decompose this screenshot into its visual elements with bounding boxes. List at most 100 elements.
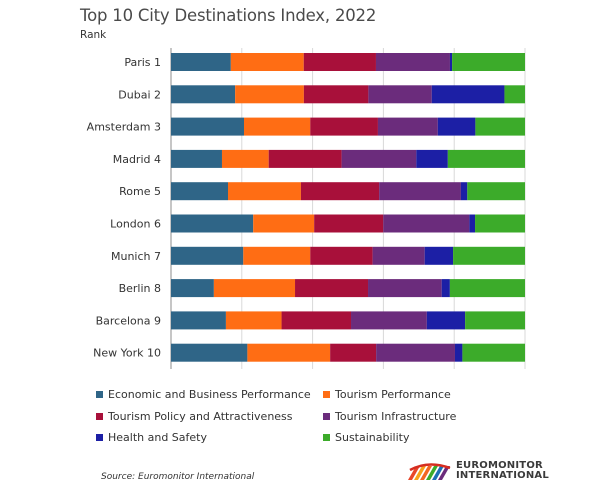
bar-segment xyxy=(368,85,432,104)
bar-group xyxy=(171,53,525,71)
bar-segment xyxy=(426,311,466,330)
y-tick-label: Paris 1 xyxy=(124,56,161,69)
bar-segment xyxy=(300,182,380,201)
bar-segment xyxy=(171,85,236,104)
y-tick-label: New York 10 xyxy=(93,347,161,360)
source-note: Source: Euromonitor International xyxy=(101,472,255,482)
bar-segment xyxy=(437,117,476,136)
legend-item: Sustainability xyxy=(323,431,409,444)
legend-item: Tourism Performance xyxy=(323,388,451,401)
bar-segment xyxy=(171,117,244,136)
logo-line-1: EUROMONITOR xyxy=(456,460,543,471)
bar-segment xyxy=(171,311,226,330)
y-tick-label: Munich 7 xyxy=(111,250,161,263)
bar-group xyxy=(171,311,525,330)
bar-segment xyxy=(243,117,311,136)
bar-segment xyxy=(383,214,470,233)
bar-segment xyxy=(225,311,282,330)
legend-item: Health and Safety xyxy=(96,431,207,444)
legend-label: Tourism Infrastructure xyxy=(335,409,457,423)
bar-segment xyxy=(230,53,304,71)
bar-group xyxy=(171,246,525,265)
legend-swatch xyxy=(96,434,103,441)
y-tick-label: London 6 xyxy=(110,218,161,231)
legend-label: Tourism Policy and Attractiveness xyxy=(108,409,293,423)
bar-segment xyxy=(462,343,525,362)
bar-segment xyxy=(281,311,352,330)
bar-group xyxy=(171,182,525,201)
bar-segment xyxy=(341,149,417,168)
bar-segment xyxy=(504,85,525,104)
legend-item: Tourism Policy and Attractiveness xyxy=(96,410,293,423)
y-tick-label: Madrid 4 xyxy=(113,153,161,166)
logo-line-2: INTERNATIONAL xyxy=(456,470,549,481)
bar-segment xyxy=(310,246,373,265)
bar-segment xyxy=(447,149,525,168)
bar-segment xyxy=(449,279,525,298)
bar-segment xyxy=(441,279,450,298)
y-axis-labels: Paris 1 Dubai 2 Amsterdam 3 Madrid 4 Rome 5 L… xyxy=(87,56,161,360)
bar-segment xyxy=(431,85,505,104)
bar-segment xyxy=(351,311,427,330)
legend-swatch xyxy=(323,434,330,441)
chart-title: Top 10 City Destinations Index, 2022 xyxy=(80,6,377,25)
legend-label: Economic and Business Performance xyxy=(108,388,311,401)
bar-group xyxy=(171,117,525,136)
legend-swatch xyxy=(96,412,103,420)
legend-swatch xyxy=(323,412,330,420)
bar-segment xyxy=(295,279,369,298)
legend-label: Health and Safety xyxy=(108,431,207,444)
bar-segment xyxy=(243,246,311,265)
legend-swatch xyxy=(323,391,330,398)
bar-segment xyxy=(424,246,454,265)
bar-segment xyxy=(303,85,369,104)
bar-segment xyxy=(227,182,301,201)
bar-segment xyxy=(268,149,342,168)
bar-segment xyxy=(460,182,468,201)
bar-segment xyxy=(465,311,525,330)
bar-segment xyxy=(221,149,269,168)
bar-group xyxy=(171,149,525,168)
bar-group xyxy=(171,85,525,104)
bar-segment xyxy=(372,246,425,265)
bar-segment xyxy=(171,182,228,201)
bar-segment xyxy=(314,214,384,233)
y-tick-label: Berlin 8 xyxy=(119,282,161,295)
bar-group xyxy=(171,214,525,233)
bar-segment xyxy=(377,117,438,136)
bar-segment xyxy=(416,149,448,168)
bar-segment xyxy=(453,246,525,265)
bar-segment xyxy=(253,214,315,233)
legend-label: Tourism Performance xyxy=(335,388,451,401)
bar-segment xyxy=(303,53,376,71)
y-tick-label: Rome 5 xyxy=(119,185,161,198)
logo-stripes-icon xyxy=(408,463,451,480)
legend-swatch xyxy=(96,391,103,398)
bar-segment xyxy=(310,117,378,136)
legend-label: Sustainability xyxy=(335,431,410,444)
bar-segment xyxy=(449,53,453,71)
bar-segment xyxy=(171,279,214,298)
bar-segment xyxy=(171,214,254,233)
bar-group xyxy=(171,343,525,362)
bar-segment xyxy=(247,343,331,362)
bar-segment xyxy=(235,85,304,104)
euromonitor-logo: EUROMONITOR INTERNATIONAL xyxy=(408,461,549,481)
bar-segment xyxy=(330,343,377,362)
bar-segment xyxy=(475,214,525,233)
bar-group xyxy=(171,279,525,298)
bar-segment xyxy=(171,343,248,362)
bar-segment xyxy=(368,279,442,298)
bar-segment xyxy=(171,53,231,71)
bar-segment xyxy=(475,117,525,136)
bars xyxy=(171,53,525,362)
chart-subtitle: Rank xyxy=(80,29,107,41)
bar-segment xyxy=(379,182,461,201)
bar-segment xyxy=(171,246,244,265)
bar-segment xyxy=(375,53,450,71)
legend-item: Tourism Infrastructure xyxy=(323,410,456,423)
bar-segment xyxy=(452,53,525,71)
bar-segment xyxy=(376,343,455,362)
y-tick-label: Barcelona 9 xyxy=(96,314,161,327)
